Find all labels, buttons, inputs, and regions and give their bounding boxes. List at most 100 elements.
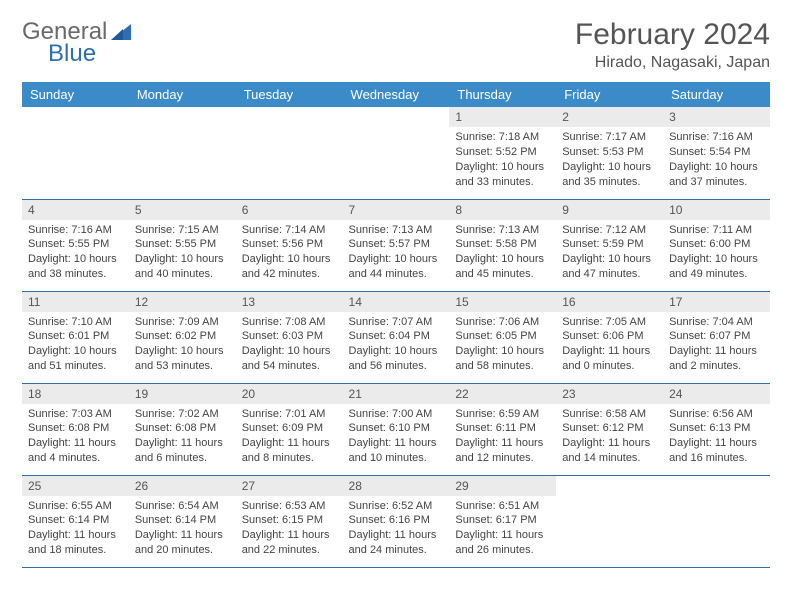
daylight-text: Daylight: 11 hours and 6 minutes. — [135, 436, 230, 466]
day-body: Sunrise: 7:18 AMSunset: 5:52 PMDaylight:… — [449, 127, 556, 195]
sunrise-text: Sunrise: 7:00 AM — [349, 407, 444, 422]
calendar-cell — [663, 475, 770, 567]
day-body: Sunrise: 6:56 AMSunset: 6:13 PMDaylight:… — [663, 404, 770, 472]
sunrise-text: Sunrise: 7:15 AM — [135, 223, 230, 238]
daylight-text: Daylight: 10 hours and 42 minutes. — [242, 252, 337, 282]
calendar-cell: 20Sunrise: 7:01 AMSunset: 6:09 PMDayligh… — [236, 383, 343, 475]
day-number: 28 — [343, 476, 450, 496]
sunrise-text: Sunrise: 7:09 AM — [135, 315, 230, 330]
logo-text-2: Blue — [48, 40, 96, 68]
daylight-text: Daylight: 11 hours and 24 minutes. — [349, 528, 444, 558]
weekday-header: Thursday — [449, 82, 556, 107]
daylight-text: Daylight: 10 hours and 40 minutes. — [135, 252, 230, 282]
daylight-text: Daylight: 10 hours and 54 minutes. — [242, 344, 337, 374]
month-title: February 2024 — [575, 18, 770, 52]
daylight-text: Daylight: 10 hours and 51 minutes. — [28, 344, 123, 374]
sunrise-text: Sunrise: 7:10 AM — [28, 315, 123, 330]
daylight-text: Daylight: 11 hours and 20 minutes. — [135, 528, 230, 558]
day-number: 16 — [556, 292, 663, 312]
sunset-text: Sunset: 5:58 PM — [455, 237, 550, 252]
daylight-text: Daylight: 10 hours and 58 minutes. — [455, 344, 550, 374]
daylight-text: Daylight: 11 hours and 26 minutes. — [455, 528, 550, 558]
daylight-text: Daylight: 10 hours and 53 minutes. — [135, 344, 230, 374]
day-body: Sunrise: 6:52 AMSunset: 6:16 PMDaylight:… — [343, 496, 450, 564]
sunset-text: Sunset: 6:08 PM — [28, 421, 123, 436]
calendar-cell — [236, 107, 343, 199]
sunrise-text: Sunrise: 6:56 AM — [669, 407, 764, 422]
calendar-cell — [556, 475, 663, 567]
daylight-text: Daylight: 11 hours and 0 minutes. — [562, 344, 657, 374]
daylight-text: Daylight: 11 hours and 2 minutes. — [669, 344, 764, 374]
calendar-cell: 28Sunrise: 6:52 AMSunset: 6:16 PMDayligh… — [343, 475, 450, 567]
day-number: 9 — [556, 200, 663, 220]
sunset-text: Sunset: 6:16 PM — [349, 513, 444, 528]
sunrise-text: Sunrise: 7:16 AM — [669, 130, 764, 145]
calendar-cell: 14Sunrise: 7:07 AMSunset: 6:04 PMDayligh… — [343, 291, 450, 383]
daylight-text: Daylight: 10 hours and 33 minutes. — [455, 160, 550, 190]
weekday-header: Monday — [129, 82, 236, 107]
day-body: Sunrise: 6:54 AMSunset: 6:14 PMDaylight:… — [129, 496, 236, 564]
sunset-text: Sunset: 6:14 PM — [135, 513, 230, 528]
calendar-cell: 2Sunrise: 7:17 AMSunset: 5:53 PMDaylight… — [556, 107, 663, 199]
sunrise-text: Sunrise: 7:18 AM — [455, 130, 550, 145]
calendar-cell: 6Sunrise: 7:14 AMSunset: 5:56 PMDaylight… — [236, 199, 343, 291]
calendar-cell: 9Sunrise: 7:12 AMSunset: 5:59 PMDaylight… — [556, 199, 663, 291]
day-body: Sunrise: 7:07 AMSunset: 6:04 PMDaylight:… — [343, 312, 450, 380]
day-number: 12 — [129, 292, 236, 312]
calendar-cell: 26Sunrise: 6:54 AMSunset: 6:14 PMDayligh… — [129, 475, 236, 567]
sunrise-text: Sunrise: 6:59 AM — [455, 407, 550, 422]
calendar-cell: 18Sunrise: 7:03 AMSunset: 6:08 PMDayligh… — [22, 383, 129, 475]
sunset-text: Sunset: 5:57 PM — [349, 237, 444, 252]
day-body: Sunrise: 7:16 AMSunset: 5:54 PMDaylight:… — [663, 127, 770, 195]
day-number — [556, 476, 663, 482]
calendar-cell: 15Sunrise: 7:06 AMSunset: 6:05 PMDayligh… — [449, 291, 556, 383]
day-body: Sunrise: 7:02 AMSunset: 6:08 PMDaylight:… — [129, 404, 236, 472]
location: Hirado, Nagasaki, Japan — [575, 54, 770, 72]
day-body: Sunrise: 7:14 AMSunset: 5:56 PMDaylight:… — [236, 220, 343, 288]
day-body: Sunrise: 7:12 AMSunset: 5:59 PMDaylight:… — [556, 220, 663, 288]
day-number: 11 — [22, 292, 129, 312]
sunrise-text: Sunrise: 7:14 AM — [242, 223, 337, 238]
calendar-row: 25Sunrise: 6:55 AMSunset: 6:14 PMDayligh… — [22, 475, 770, 567]
day-number: 20 — [236, 384, 343, 404]
sunset-text: Sunset: 6:10 PM — [349, 421, 444, 436]
day-body: Sunrise: 7:00 AMSunset: 6:10 PMDaylight:… — [343, 404, 450, 472]
sunset-text: Sunset: 6:03 PM — [242, 329, 337, 344]
calendar-cell: 11Sunrise: 7:10 AMSunset: 6:01 PMDayligh… — [22, 291, 129, 383]
calendar-row: 1Sunrise: 7:18 AMSunset: 5:52 PMDaylight… — [22, 107, 770, 199]
sunrise-text: Sunrise: 6:58 AM — [562, 407, 657, 422]
sunset-text: Sunset: 6:11 PM — [455, 421, 550, 436]
calendar-table: Sunday Monday Tuesday Wednesday Thursday… — [22, 82, 770, 568]
sunset-text: Sunset: 6:07 PM — [669, 329, 764, 344]
sunrise-text: Sunrise: 7:07 AM — [349, 315, 444, 330]
sunrise-text: Sunrise: 7:03 AM — [28, 407, 123, 422]
day-number: 17 — [663, 292, 770, 312]
day-number: 26 — [129, 476, 236, 496]
day-number: 23 — [556, 384, 663, 404]
title-block: February 2024 Hirado, Nagasaki, Japan — [575, 18, 770, 72]
calendar-cell: 19Sunrise: 7:02 AMSunset: 6:08 PMDayligh… — [129, 383, 236, 475]
sunset-text: Sunset: 6:06 PM — [562, 329, 657, 344]
daylight-text: Daylight: 11 hours and 14 minutes. — [562, 436, 657, 466]
daylight-text: Daylight: 10 hours and 45 minutes. — [455, 252, 550, 282]
sunset-text: Sunset: 5:56 PM — [242, 237, 337, 252]
calendar-row: 18Sunrise: 7:03 AMSunset: 6:08 PMDayligh… — [22, 383, 770, 475]
calendar-cell: 17Sunrise: 7:04 AMSunset: 6:07 PMDayligh… — [663, 291, 770, 383]
calendar-cell: 12Sunrise: 7:09 AMSunset: 6:02 PMDayligh… — [129, 291, 236, 383]
sunset-text: Sunset: 5:55 PM — [28, 237, 123, 252]
calendar-cell: 1Sunrise: 7:18 AMSunset: 5:52 PMDaylight… — [449, 107, 556, 199]
sunrise-text: Sunrise: 7:05 AM — [562, 315, 657, 330]
sunrise-text: Sunrise: 7:11 AM — [669, 223, 764, 238]
day-body: Sunrise: 7:03 AMSunset: 6:08 PMDaylight:… — [22, 404, 129, 472]
sunrise-text: Sunrise: 6:53 AM — [242, 499, 337, 514]
day-body: Sunrise: 7:13 AMSunset: 5:58 PMDaylight:… — [449, 220, 556, 288]
day-number: 3 — [663, 107, 770, 127]
sunset-text: Sunset: 5:55 PM — [135, 237, 230, 252]
daylight-text: Daylight: 11 hours and 22 minutes. — [242, 528, 337, 558]
day-number: 2 — [556, 107, 663, 127]
day-body: Sunrise: 7:17 AMSunset: 5:53 PMDaylight:… — [556, 127, 663, 195]
day-number: 29 — [449, 476, 556, 496]
day-number — [236, 107, 343, 113]
day-body: Sunrise: 7:16 AMSunset: 5:55 PMDaylight:… — [22, 220, 129, 288]
daylight-text: Daylight: 10 hours and 49 minutes. — [669, 252, 764, 282]
